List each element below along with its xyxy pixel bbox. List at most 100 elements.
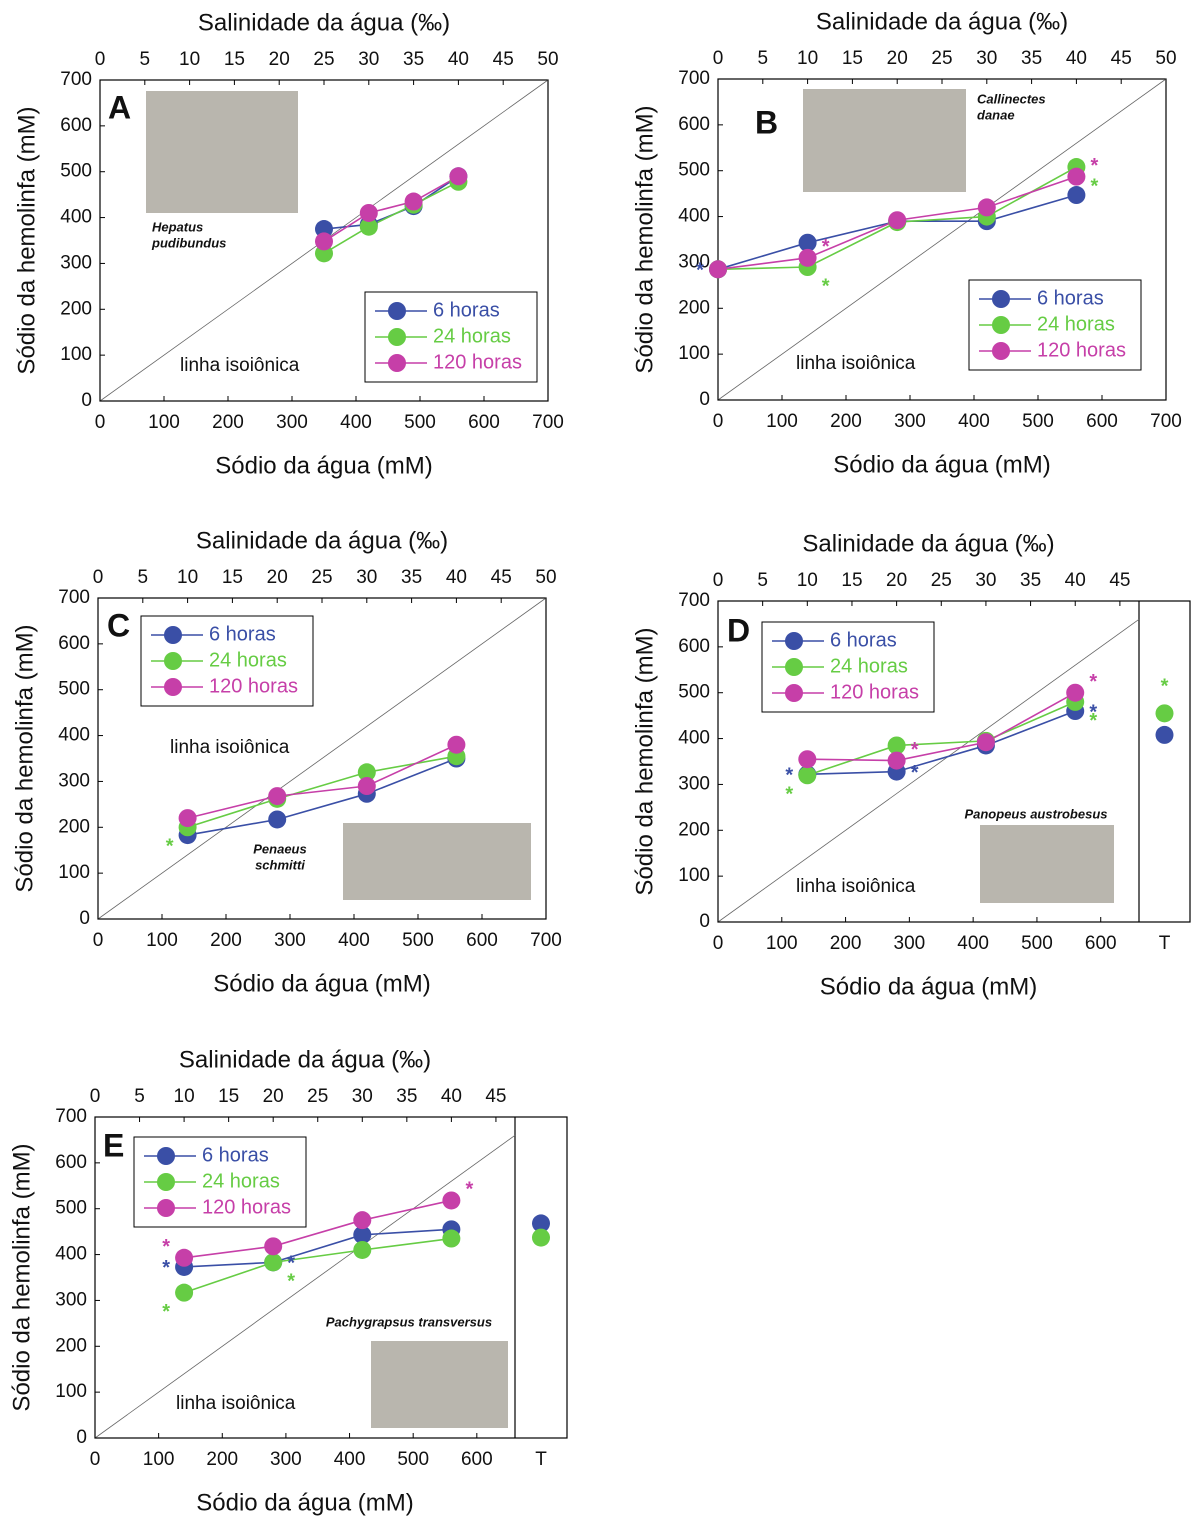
legend-label: 120 horas [209, 675, 298, 697]
x2-tick-label: 0 [95, 49, 106, 70]
y-tick-label: 500 [678, 160, 710, 181]
data-point [359, 217, 378, 236]
significance-mark: * [911, 762, 919, 784]
y-tick-label: 100 [678, 343, 710, 364]
x2-tick-label: 5 [140, 49, 151, 70]
data-point [175, 1248, 194, 1267]
x2-tick-label: 45 [1109, 570, 1130, 591]
y-tick-label: 200 [60, 298, 92, 319]
y-axis-label: Sódio da hemolinfa (mM) [11, 624, 38, 892]
x2-tick-label: 0 [90, 1086, 101, 1107]
y-tick-label: 0 [699, 389, 710, 410]
legend-marker [992, 316, 1010, 334]
specimen-photo [146, 91, 298, 213]
x-tick-label: 600 [461, 1449, 493, 1470]
legend-label: 120 horas [433, 351, 522, 373]
data-point [977, 198, 996, 217]
isoline-label: linha isoiônica [176, 1393, 296, 1414]
x2-tick-label: 10 [179, 49, 200, 70]
specimen-photo [803, 89, 966, 192]
significance-mark: * [287, 1271, 295, 1293]
x2-tick-label: 35 [396, 1086, 417, 1107]
specimen-photo [343, 823, 531, 900]
series-line [807, 701, 1076, 777]
x-tick-label: 0 [90, 1449, 101, 1470]
data-point [359, 203, 378, 222]
data-point [798, 233, 817, 252]
y-tick-label: 500 [58, 679, 90, 700]
species-name: Callinectes [977, 91, 1046, 106]
x-tick-label: 0 [95, 412, 106, 433]
plot-frame [94, 1116, 568, 1439]
series-line [717, 194, 1077, 271]
x-tick-label: 400 [334, 1449, 366, 1470]
x2-tick-label: 40 [446, 567, 467, 588]
y-tick-label: 100 [60, 344, 92, 365]
x2-tick-label: 35 [403, 49, 424, 70]
x-tick-label: 300 [274, 930, 306, 951]
y-tick-label: 500 [60, 161, 92, 182]
panel-letter: C [107, 607, 130, 643]
panel-letter: B [755, 104, 778, 140]
legend-label: 24 horas [209, 649, 287, 671]
legend-label: 6 horas [209, 623, 276, 645]
x2-tick-label: 35 [1020, 570, 1041, 591]
y-tick-label: 0 [699, 911, 710, 932]
x-tick-label: T [1159, 933, 1171, 954]
y-tick-label: 0 [76, 1427, 87, 1448]
data-point [353, 1211, 372, 1230]
significance-mark: * [1089, 671, 1097, 693]
x2-tick-label: 25 [931, 570, 952, 591]
isoionic-line [94, 1135, 516, 1439]
legend-marker [157, 1147, 175, 1165]
x-tick-label: 200 [206, 1449, 238, 1470]
data-point [353, 1225, 372, 1244]
top-axis-label: Salinidade da água (‰) [816, 8, 1068, 35]
data-point [264, 1237, 283, 1256]
x-tick-label: 0 [713, 933, 724, 954]
x2-tick-label: 5 [757, 570, 768, 591]
y-axis-label: Sódio da hemolinfa (mM) [13, 106, 40, 374]
data-point [532, 1228, 550, 1247]
data-point [315, 232, 333, 251]
legend-marker [992, 290, 1010, 308]
x2-tick-label: 0 [713, 570, 724, 591]
x2-tick-label: 30 [358, 49, 379, 70]
y-tick-label: 200 [55, 1335, 87, 1356]
y-tick-label: 300 [60, 252, 92, 273]
legend-label: 24 horas [433, 325, 511, 347]
y-tick-label: 600 [678, 636, 710, 657]
x2-tick-label: 10 [177, 567, 198, 588]
significance-mark: * [822, 275, 830, 297]
isoionic-line [97, 597, 547, 920]
y-tick-label: 600 [55, 1152, 87, 1173]
species-name: schmitti [255, 857, 305, 872]
panel: linha isoiônicaCallinectesdanaeB01002003… [631, 8, 1182, 478]
x-axis-label: Sódio da água (mM) [215, 452, 432, 479]
x2-tick-label: 20 [269, 49, 290, 70]
legend-label: 6 horas [202, 1144, 269, 1166]
species-name: Penaeus [253, 841, 306, 856]
data-point [888, 211, 907, 230]
data-point [798, 750, 817, 769]
x-tick-label: 600 [1085, 933, 1117, 954]
legend-label: 6 horas [433, 299, 500, 321]
data-point [532, 1214, 550, 1233]
x-tick-label: 100 [148, 412, 180, 433]
legend-marker [164, 652, 182, 670]
x2-tick-label: 20 [886, 570, 907, 591]
legend-label: 24 horas [830, 655, 908, 677]
data-point [404, 192, 423, 211]
top-axis-label: Salinidade da água (‰) [196, 527, 448, 554]
x2-tick-label: 40 [1066, 48, 1087, 69]
x2-tick-label: 20 [887, 48, 908, 69]
y-tick-label: 600 [58, 633, 90, 654]
x-tick-label: 600 [468, 412, 500, 433]
y-tick-label: 300 [55, 1289, 87, 1310]
x-tick-label: 500 [1022, 411, 1054, 432]
data-point [353, 1240, 372, 1259]
panel-letter: A [108, 89, 131, 125]
x2-tick-label: 25 [313, 49, 334, 70]
x-tick-label: 200 [830, 933, 862, 954]
data-point [268, 810, 287, 829]
